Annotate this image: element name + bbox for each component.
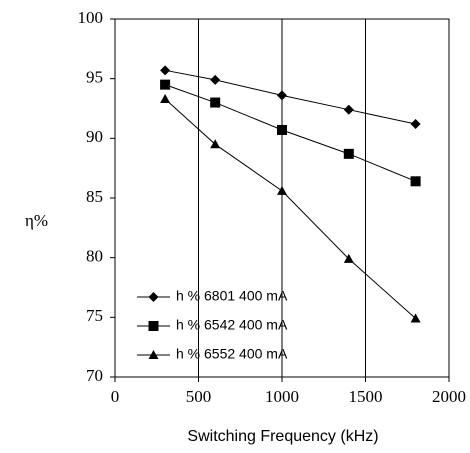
data-point-diamond bbox=[277, 90, 287, 101]
grid-layer bbox=[198, 19, 366, 377]
legend-label: h % 6542 400 mA bbox=[176, 317, 288, 333]
data-point-square bbox=[210, 97, 221, 108]
series-triangle bbox=[160, 93, 421, 323]
data-point-triangle bbox=[160, 93, 171, 103]
data-point-triangle bbox=[343, 253, 354, 263]
x-tick-label: 0 bbox=[111, 387, 120, 406]
y-tick-label: 75 bbox=[86, 306, 103, 325]
legend: h % 6801 400 mA h % 6542 400 mA h % 6552 4… bbox=[137, 288, 288, 362]
series-square bbox=[160, 79, 421, 187]
legend-label: h % 6801 400 mA bbox=[176, 288, 288, 304]
data-point-diamond bbox=[343, 104, 354, 115]
data-point-diamond bbox=[160, 65, 171, 76]
legend-item: h % 6542 400 mA bbox=[137, 317, 288, 333]
data-point-triangle bbox=[210, 139, 221, 149]
y-tick-label: 80 bbox=[86, 247, 103, 266]
series-diamond bbox=[160, 65, 421, 130]
legend-item: h % 6801 400 mA bbox=[137, 288, 288, 304]
series-line bbox=[164, 98, 416, 319]
y-tick-label: 70 bbox=[86, 366, 103, 385]
data-point-triangle bbox=[410, 313, 421, 323]
x-tick-label: 500 bbox=[186, 387, 212, 406]
legend-marker-square bbox=[148, 321, 159, 331]
y-tick-label: 85 bbox=[86, 187, 103, 206]
data-point-triangle bbox=[277, 185, 287, 195]
y-axis-title: η% bbox=[25, 211, 48, 230]
legend-marker-diamond bbox=[148, 292, 159, 302]
data-point-square bbox=[277, 124, 287, 135]
data-point-square bbox=[160, 79, 171, 90]
x-tick-label: 1000 bbox=[265, 387, 299, 406]
data-point-square bbox=[410, 176, 421, 187]
data-point-diamond bbox=[210, 74, 221, 85]
series-layer bbox=[160, 65, 421, 323]
legend-marker-triangle bbox=[148, 350, 159, 359]
data-point-diamond bbox=[410, 119, 421, 130]
y-tick-label: 90 bbox=[86, 127, 103, 146]
x-tick-label: 2000 bbox=[432, 387, 466, 406]
data-point-square bbox=[343, 148, 354, 159]
x-tick-label: 1500 bbox=[349, 387, 383, 406]
y-tick-label: 95 bbox=[86, 68, 103, 87]
legend-item: h % 6552 400 mA bbox=[137, 346, 288, 362]
legend-label: h % 6552 400 mA bbox=[176, 346, 288, 362]
y-tick-label: 100 bbox=[78, 8, 104, 27]
x-axis-title: Switching Frequency (kHz) bbox=[187, 428, 378, 445]
series-line bbox=[165, 69, 416, 125]
